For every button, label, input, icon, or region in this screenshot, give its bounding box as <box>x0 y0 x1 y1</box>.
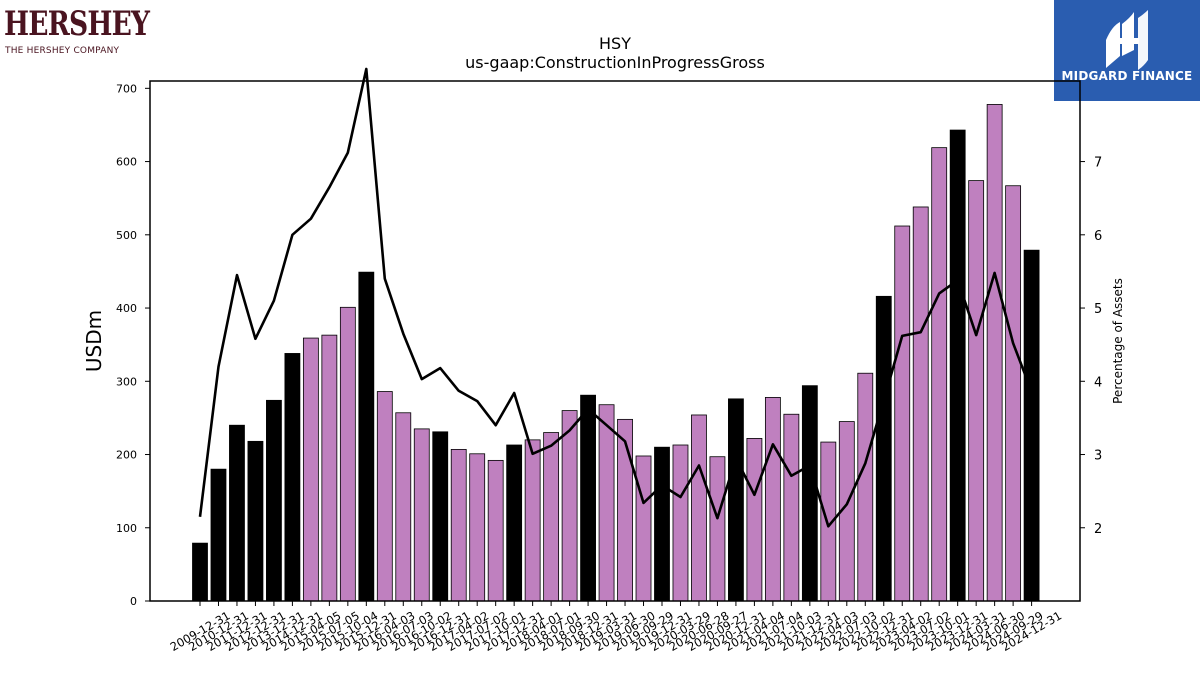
bar-2009-12-31 <box>192 542 208 602</box>
bar-2023-12-31 <box>949 129 966 602</box>
y-tick-label: 600 <box>116 156 137 169</box>
y2-axis-label: Percentage of Assets <box>1111 278 1125 404</box>
bar-2024-06-30 <box>986 104 1003 602</box>
midgard-mark-icon <box>1106 10 1148 70</box>
bar-2024-09-29 <box>1005 185 1022 602</box>
bar-2013-12-31 <box>266 399 282 602</box>
chart-title: HSY <box>599 34 631 53</box>
percentage-of-assets-line <box>198 67 1033 528</box>
bar-2022-10-02 <box>857 372 874 602</box>
bar-2023-07-02 <box>912 206 929 602</box>
bars-layer <box>192 104 1040 602</box>
bar-2014-12-31 <box>284 353 301 602</box>
bar-2016-10-02 <box>413 428 430 602</box>
chart-subtitle: us-gaap:ConstructionInProgressGross <box>465 53 765 72</box>
bar-2019-09-29 <box>635 455 652 602</box>
bar-2015-07-05 <box>321 334 338 602</box>
bar-2017-10-01 <box>487 459 504 602</box>
bar-2018-12-31 <box>580 394 596 602</box>
y-tick-label: 500 <box>116 229 137 242</box>
bar-2020-09-27 <box>709 456 726 602</box>
bar-2011-12-31 <box>229 424 245 602</box>
bar-2017-07-02 <box>469 453 486 602</box>
bar-2015-12-31 <box>358 271 375 602</box>
bar-2020-06-28 <box>691 414 707 602</box>
bar-2021-04-04 <box>746 438 763 602</box>
bar-2020-03-29 <box>672 444 689 602</box>
bar-2018-04-01 <box>524 439 541 602</box>
bar-2023-04-02 <box>894 225 911 602</box>
bar-2018-09-30 <box>561 410 578 602</box>
y-tick-label: 400 <box>116 302 137 315</box>
plot-frame <box>149 80 1081 602</box>
y-tick-label: 700 <box>116 82 137 95</box>
y2-tick-label: 2 <box>1094 522 1102 537</box>
x-axis: 2009-12-312010-12-312011-12-312012-12-31… <box>168 601 1064 654</box>
bar-2022-12-31 <box>875 295 892 602</box>
y2-tick-label: 5 <box>1094 302 1102 317</box>
y-axis-left: 0 100 200 300 400 500 600 700 <box>116 82 150 608</box>
bar-2012-12-31 <box>247 440 264 602</box>
hershey-logo: HERSHEY THE HERSHEY COMPANY <box>4 4 150 56</box>
y2-tick-label: 7 <box>1094 156 1102 171</box>
bar-2015-10-04 <box>339 306 356 602</box>
bar-2021-12-31 <box>801 385 818 602</box>
bar-2017-04-02 <box>450 448 467 602</box>
hershey-tagline: THE HERSHEY COMPANY <box>5 46 120 56</box>
y-tick-label: 100 <box>116 522 137 535</box>
y2-tick-label: 3 <box>1094 449 1102 464</box>
y-axis-right: 2 3 4 5 6 7 <box>1080 156 1102 537</box>
bar-2019-06-30 <box>617 418 633 602</box>
y-tick-label: 200 <box>116 449 137 462</box>
bar-2020-12-31 <box>728 398 744 602</box>
bar-2024-12-31 <box>1023 249 1040 602</box>
line-layer <box>198 67 1033 528</box>
bar-2024-03-31 <box>968 180 985 602</box>
bar-2018-07-01 <box>543 432 560 602</box>
bar-2023-10-01 <box>931 147 948 602</box>
bar-2015-04-05 <box>302 337 319 602</box>
y2-tick-label: 6 <box>1094 229 1102 244</box>
bar-2021-10-03 <box>783 413 800 602</box>
y-axis-label: USDm <box>82 310 106 372</box>
bar-2019-03-31 <box>598 404 615 602</box>
midgard-brand-name: MIDGARD FINANCE <box>1061 69 1193 83</box>
y2-tick-label: 4 <box>1094 375 1102 390</box>
y-tick-label: 0 <box>130 595 137 608</box>
y-tick-label: 300 <box>116 375 137 388</box>
bar-2017-12-31 <box>506 444 523 602</box>
midgard-finance-logo: MIDGARD FINANCE <box>1054 0 1200 101</box>
hershey-wordmark: HERSHEY <box>4 4 150 44</box>
bar-2016-12-31 <box>432 431 449 602</box>
bar-2016-04-03 <box>376 391 393 602</box>
bar-2019-12-31 <box>654 446 670 602</box>
bar-2010-12-31 <box>210 468 227 602</box>
bar-2021-07-04 <box>764 396 781 602</box>
bar-2016-07-03 <box>395 412 412 602</box>
